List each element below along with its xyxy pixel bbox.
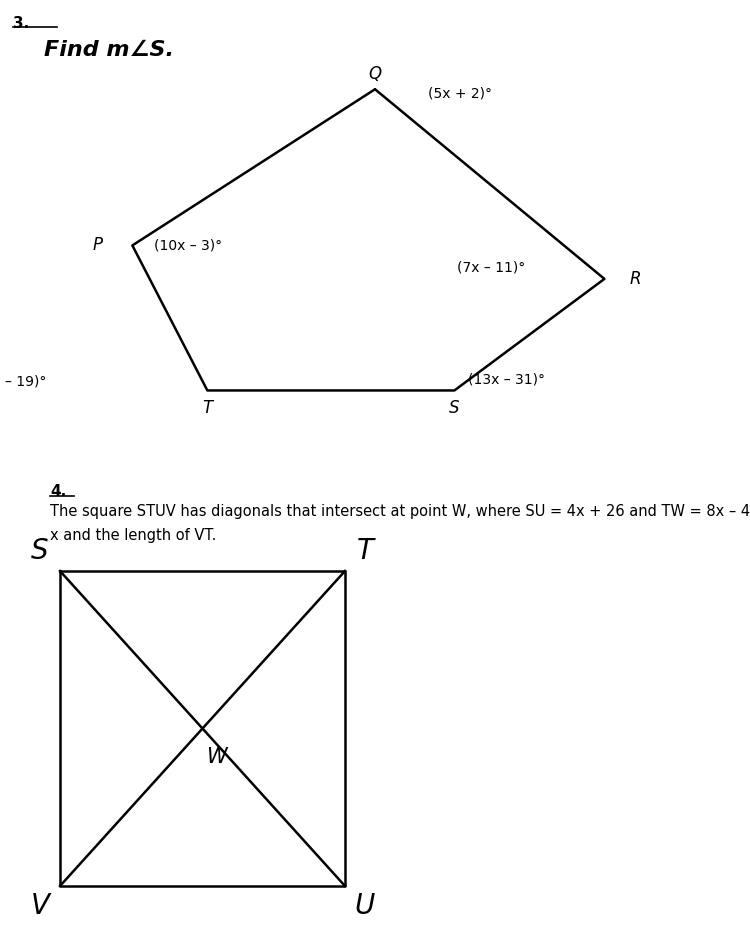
Text: (10x – 3)°: (10x – 3)° [154, 238, 223, 253]
Text: Q: Q [368, 64, 382, 82]
Text: 3.: 3. [13, 16, 29, 30]
Text: (13x – 31)°: (13x – 31)° [468, 373, 544, 386]
Text: (5x + 2)°: (5x + 2)° [428, 87, 492, 100]
Text: P: P [92, 236, 102, 254]
Text: S: S [32, 537, 49, 565]
Text: (7x – 11)°: (7x – 11)° [457, 261, 525, 274]
Text: V: V [31, 892, 50, 920]
Text: T: T [356, 537, 374, 565]
Text: W: W [207, 746, 228, 766]
Text: The square STUV has diagonals that intersect at point W, where SU = 4x + 26 and : The square STUV has diagonals that inter… [50, 504, 750, 519]
Text: S: S [449, 399, 460, 417]
Text: x and the length of VT.: x and the length of VT. [50, 528, 216, 543]
Text: R: R [629, 270, 641, 288]
Text: Find m∠S.: Find m∠S. [44, 40, 174, 61]
Text: T: T [202, 399, 212, 417]
Text: 4.: 4. [50, 484, 66, 499]
Text: (8x – 19)°: (8x – 19)° [0, 375, 46, 389]
Text: U: U [355, 892, 375, 920]
